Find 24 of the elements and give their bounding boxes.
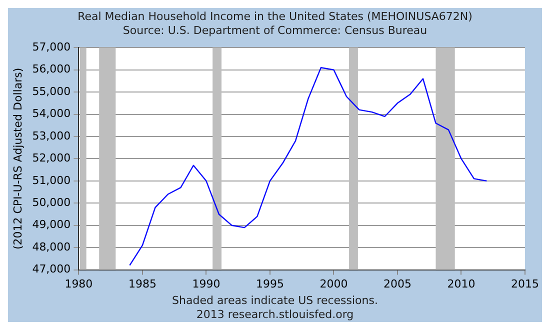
text: Shaded areas indicate US recessions. [171, 294, 379, 308]
y-tick-label: 54,000 [32, 107, 71, 120]
chart-subtitle: Source: U.S. Department of Commerce: Census Bureau [122, 24, 428, 38]
y-tick-label: 49,000 [32, 218, 71, 232]
y-tick-label: 50,000 [32, 196, 71, 209]
x-tick-label: 1985 [128, 277, 156, 290]
y-tick-label: 52,000 [32, 152, 71, 165]
y-tick-label: 47,000 [32, 262, 71, 276]
y-tick-label: 51,000 [32, 174, 71, 187]
y-tick-label: 55,000 [32, 84, 71, 98]
y-tick-label: 53,000 [32, 129, 71, 142]
x-tick-label: 1995 [256, 277, 284, 290]
y-axis-title: (2012 CPI-U-RS Adjusted Dollars) [11, 68, 24, 250]
x-tick-label: 2005 [383, 277, 412, 290]
y-tick-label: 57,000 [32, 40, 71, 54]
y-tick-label: 56,000 [32, 62, 71, 76]
chart-title: Real Median Household Income in the United States (MEHOINUSA672N) [76, 10, 474, 24]
x-tick-label: 2015 [511, 277, 540, 290]
text: 2013 research.stlouisfed.org [195, 308, 355, 322]
x-tick-label: 2010 [447, 277, 476, 290]
y-tick-label: 48,000 [32, 240, 71, 254]
x-tick-label: 1990 [192, 277, 220, 290]
x-tick-label: 1980 [64, 277, 93, 290]
x-tick-label: 2000 [320, 277, 348, 290]
